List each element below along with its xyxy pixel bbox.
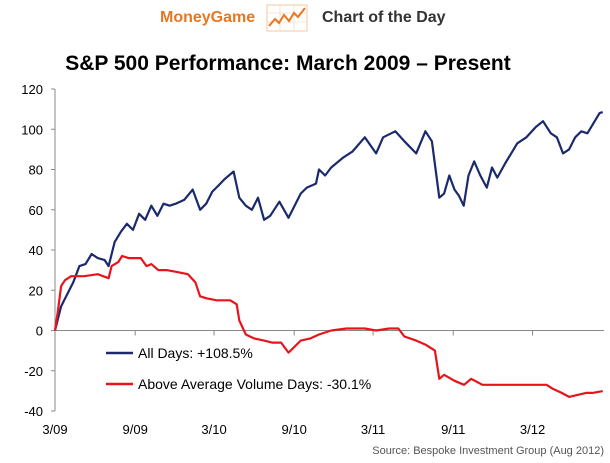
x-tick-label: 3/12 (520, 422, 545, 437)
x-tick-label: 3/11 (361, 422, 385, 437)
y-tick-label: 60 (29, 203, 43, 218)
series-lines (53, 111, 604, 398)
x-tick-label: 9/10 (282, 422, 307, 437)
header-bar: MoneyGame Chart of the Day (0, 0, 610, 38)
x-tick-label: 9/11 (441, 422, 465, 437)
y-tick-label: -20 (24, 364, 43, 379)
line-chart: S&P 500 Performance: March 2009 – Presen… (21, 52, 604, 457)
y-tick-label: 0 (36, 324, 43, 339)
x-tick-labels: 3/09 9/09 3/10 9/10 3/11 9/11 3/12 (42, 330, 545, 437)
y-tick-label: -40 (24, 404, 43, 419)
y-tick-label: 40 (29, 243, 43, 258)
legend: All Days: +108.5% Above Average Volume Da… (106, 345, 371, 392)
y-tick-labels: 120 100 80 60 40 20 0 -20 -40 (21, 82, 55, 419)
rising-chart-icon (266, 4, 308, 32)
y-tick-label: 100 (21, 122, 43, 137)
legend-label-2: Above Average Volume Days: -30.1% (138, 376, 371, 392)
series-line-1 (53, 111, 604, 331)
x-tick-label: 3/09 (42, 422, 67, 437)
chart-of-the-day-label: Chart of the Day (322, 9, 446, 26)
y-tick-label: 120 (21, 82, 43, 97)
x-tick-label: 3/10 (201, 422, 226, 437)
chart-title: S&P 500 Performance: March 2009 – Presen… (65, 52, 511, 75)
chart-area: S&P 500 Performance: March 2009 – Presen… (0, 38, 610, 458)
brand-name: MoneyGame (160, 9, 256, 26)
axes (54, 89, 604, 411)
legend-label-1: All Days: +108.5% (138, 345, 253, 361)
source-note: Source: Bespoke Investment Group (Aug 20… (372, 445, 604, 457)
series-line-2 (53, 254, 603, 398)
y-tick-label: 80 (29, 163, 43, 178)
x-tick-label: 9/09 (123, 422, 148, 437)
y-tick-label: 20 (29, 283, 43, 298)
